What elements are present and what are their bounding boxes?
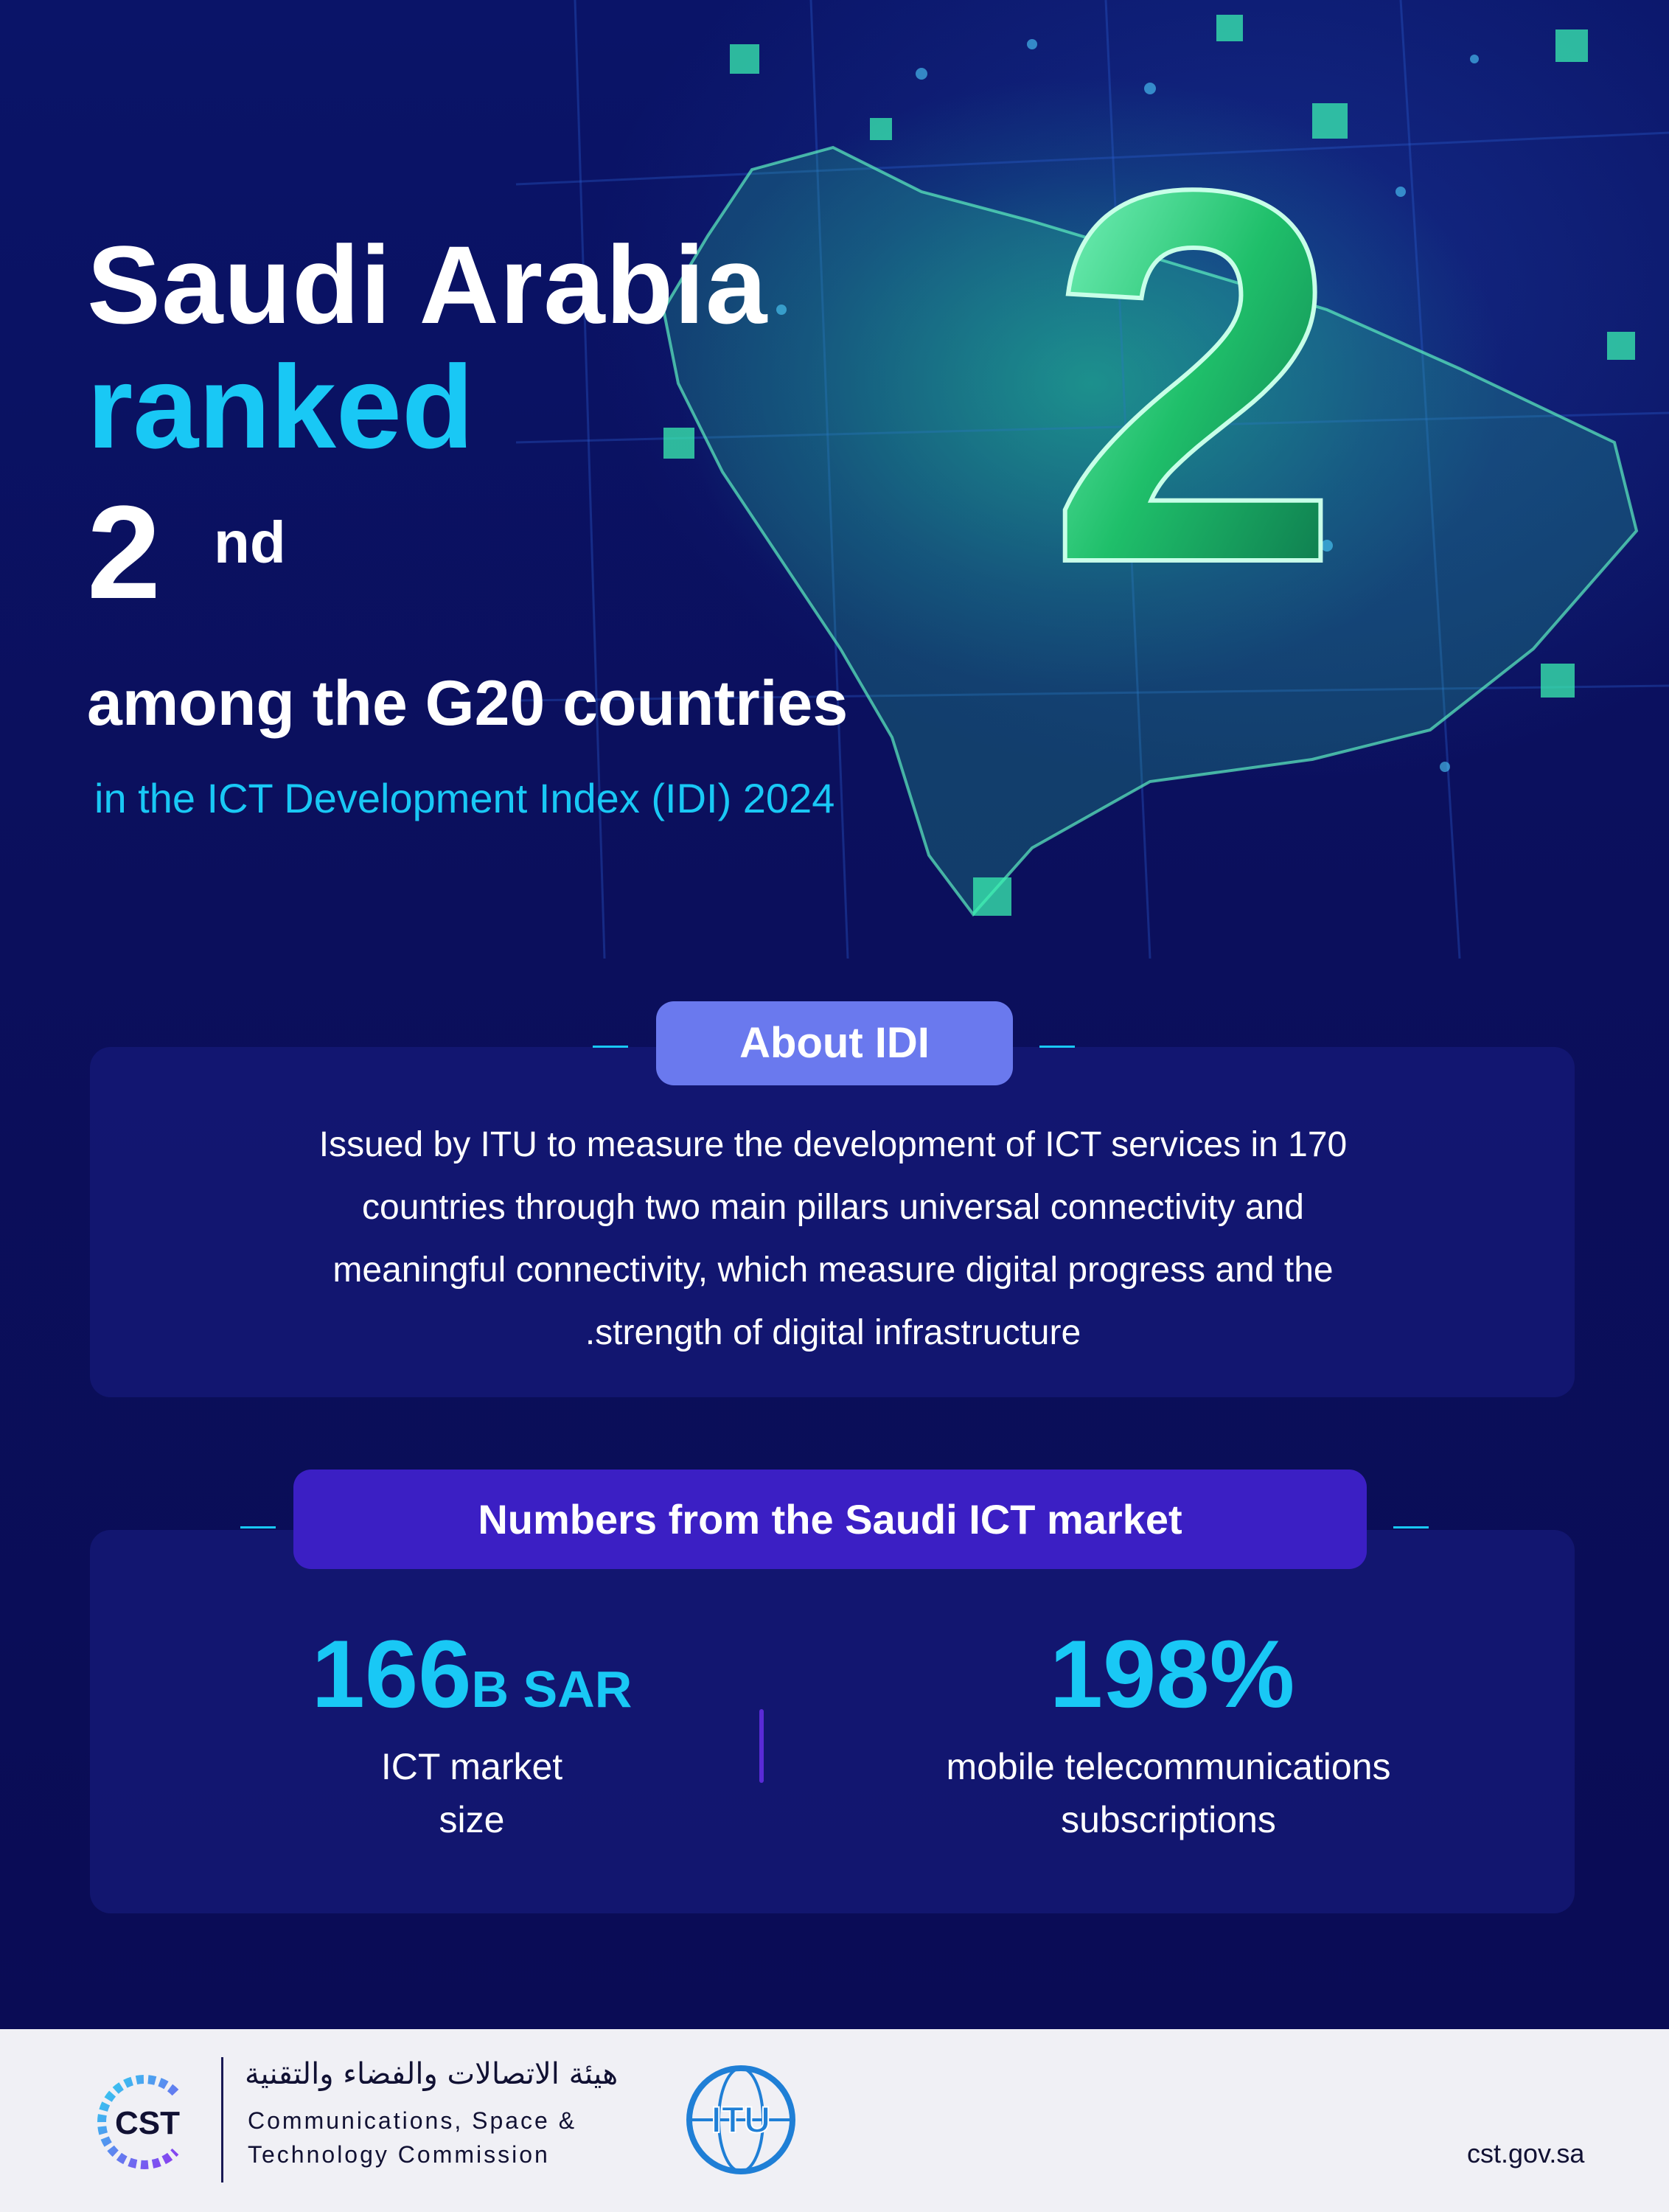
footer bbox=[0, 2029, 1669, 2212]
stat-label-line: size bbox=[439, 1799, 505, 1840]
divider-dash bbox=[593, 1046, 628, 1048]
stat-label-line: subscriptions bbox=[1061, 1799, 1276, 1840]
stat-market-size-label: ICT market size bbox=[221, 1740, 722, 1846]
itu-logo: ITU bbox=[686, 2065, 795, 2174]
stat-divider bbox=[759, 1709, 764, 1783]
headline-subtitle: in the ICT Development Index (IDI) 2024 bbox=[94, 775, 835, 821]
svg-text:2: 2 bbox=[1047, 147, 1342, 590]
divider-dash bbox=[240, 1526, 276, 1528]
numbers-heading: Numbers from the Saudi ICT market bbox=[293, 1470, 1367, 1569]
about-line: .strength of digital infrastructure bbox=[585, 1313, 1081, 1352]
stat-unit: B SAR bbox=[471, 1660, 633, 1718]
about-line: Issued by ITU to measure the development… bbox=[318, 1125, 1348, 1164]
hero-background: 2 Saudi Arabia ranked 2 nd among the G20… bbox=[0, 0, 1669, 2029]
footer-divider bbox=[221, 2057, 223, 2183]
org-name-english-line2: Technology Commission bbox=[248, 2141, 550, 2168]
svg-text:ITU: ITU bbox=[711, 2099, 771, 2140]
svg-text:CST: CST bbox=[115, 2105, 180, 2141]
about-card bbox=[90, 1047, 1575, 1397]
stat-number: 166 bbox=[311, 1620, 472, 1728]
stat-label-line: ICT market bbox=[380, 1746, 563, 1787]
numbers-card bbox=[90, 1530, 1575, 1913]
about-line: meaningful connectivity, which measure d… bbox=[332, 1251, 1334, 1290]
stat-mobile-label: mobile telecommunications subscriptions bbox=[811, 1740, 1526, 1846]
rank-number: 2 bbox=[87, 479, 161, 627]
headline-saudi-arabia: Saudi Arabia bbox=[87, 223, 768, 347]
headline-ranked: ranked bbox=[87, 341, 474, 473]
cst-logo: CST bbox=[97, 2075, 180, 2169]
about-heading: About IDI bbox=[656, 1001, 1013, 1085]
divider-dash bbox=[1393, 1526, 1429, 1528]
big-numeral-two: 2 bbox=[1045, 147, 1344, 590]
about-line: countries through two main pillars unive… bbox=[362, 1188, 1304, 1227]
about-description: Issued by ITU to measure the development… bbox=[147, 1113, 1519, 1364]
stat-label-line: mobile telecommunications bbox=[946, 1746, 1391, 1787]
stat-mobile-value: 198% bbox=[1049, 1620, 1295, 1728]
website-link[interactable]: cst.gov.sa bbox=[1467, 2138, 1585, 2168]
rank-suffix: nd bbox=[214, 509, 286, 575]
stat-market-size-value: 166B SAR bbox=[221, 1618, 722, 1729]
map-background-art bbox=[515, 0, 1669, 959]
divider-dash bbox=[1039, 1046, 1075, 1048]
headline-g20: among the G20 countries bbox=[87, 668, 849, 739]
org-name-english-line1: Communications, Space & bbox=[248, 2107, 577, 2134]
org-name-arabic: هيئة الاتصالات والفضاء والتقنية bbox=[245, 2057, 619, 2091]
